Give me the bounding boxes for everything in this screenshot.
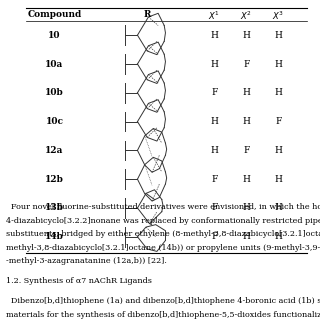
Text: $X^{2}$: $X^{2}$ (240, 10, 252, 22)
Text: H: H (275, 88, 282, 97)
Text: 10b: 10b (45, 88, 64, 97)
Text: F: F (211, 88, 218, 97)
Text: materials for the synthesis of dibenzo[b,d]thiophene-5,5-dioxides functionalized: materials for the synthesis of dibenzo[b… (6, 311, 320, 319)
Text: Four novel fluorine-substituted derivatives were envisioned, in which the homopi: Four novel fluorine-substituted derivati… (6, 203, 320, 211)
Text: F: F (275, 117, 282, 126)
Text: 10: 10 (48, 31, 61, 40)
Text: 10a: 10a (45, 60, 64, 68)
Text: 1.2. Synthesis of α7 nAChR Ligands: 1.2. Synthesis of α7 nAChR Ligands (6, 277, 152, 285)
Text: H: H (275, 31, 282, 40)
Text: Dibenzo[b,d]thiophene (1a) and dibenzo[b,d]thiophene 4-boronic acid (1b) served : Dibenzo[b,d]thiophene (1a) and dibenzo[b… (6, 297, 320, 305)
Text: H: H (243, 175, 250, 184)
Text: H: H (275, 175, 282, 184)
Text: H: H (243, 31, 250, 40)
Text: F: F (211, 204, 218, 212)
Text: F: F (243, 60, 250, 68)
Text: 13b: 13b (45, 204, 64, 212)
Text: 4-diazabicyclo[3.2.2]nonane was replaced by conformationally restricted piperazi: 4-diazabicyclo[3.2.2]nonane was replaced… (6, 217, 320, 225)
Text: F: F (243, 146, 250, 155)
Text: 14b: 14b (45, 232, 64, 241)
Text: H: H (211, 146, 218, 155)
Text: H: H (211, 31, 218, 40)
Text: 12a: 12a (45, 146, 64, 155)
Text: H: H (243, 204, 250, 212)
Text: 12b: 12b (45, 175, 64, 184)
Text: H: H (211, 117, 218, 126)
Text: H: H (275, 204, 282, 212)
Text: -methyl-3-azagranatanine (12a,b)) [22].: -methyl-3-azagranatanine (12a,b)) [22]. (6, 257, 167, 265)
Text: H: H (243, 117, 250, 126)
Text: $X^{3}$: $X^{3}$ (272, 10, 284, 22)
Text: H: H (243, 88, 250, 97)
Text: R: R (143, 10, 151, 19)
Text: H: H (243, 232, 250, 241)
Text: F: F (211, 232, 218, 241)
Text: substituents, bridged by either ethylene (8-methyl-3,8-diazabicyclo[3.2.1]octane: substituents, bridged by either ethylene… (6, 230, 320, 238)
Text: 10c: 10c (45, 117, 63, 126)
Text: H: H (275, 232, 282, 241)
Text: H: H (275, 60, 282, 68)
Text: H: H (211, 60, 218, 68)
Text: Compound: Compound (27, 10, 82, 19)
Text: methyl-3,8-diazabicyclo[3.2.1]octane (14b)) or propylene units (9-methyl-3,9-dia: methyl-3,8-diazabicyclo[3.2.1]octane (14… (6, 244, 320, 252)
Text: $X^{1}$: $X^{1}$ (208, 10, 220, 22)
Text: H: H (275, 146, 282, 155)
Text: F: F (211, 175, 218, 184)
